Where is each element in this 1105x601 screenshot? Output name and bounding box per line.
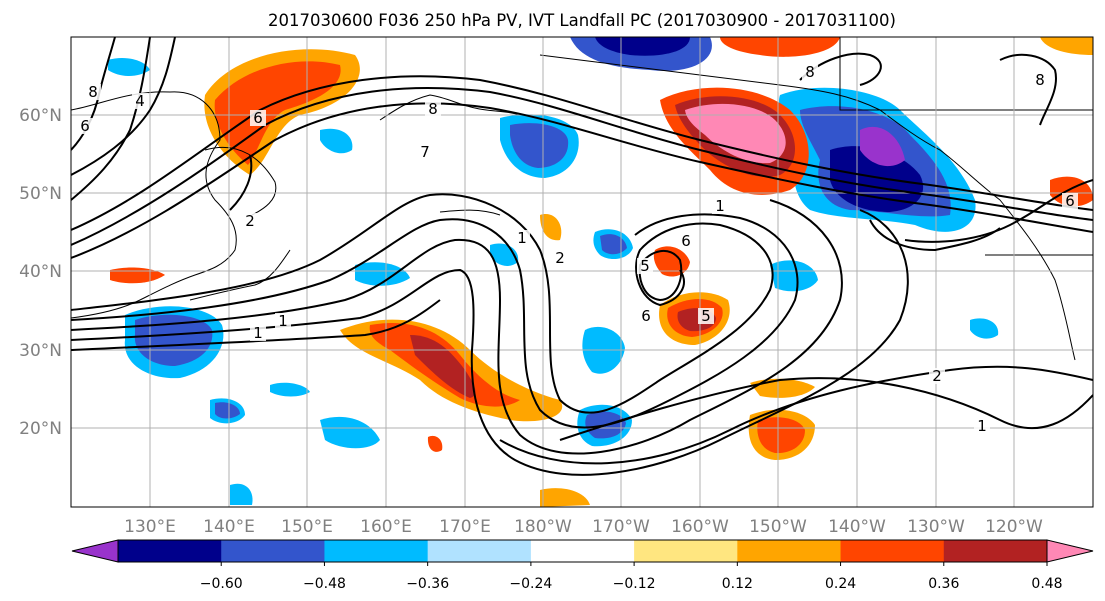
pv-contours — [71, 37, 1093, 476]
longitude-label: 130°W — [907, 517, 965, 537]
contour-label-bg — [712, 198, 728, 214]
contour-label: 4 — [135, 92, 145, 110]
contour-label: 1 — [517, 229, 527, 247]
colorbar-extend-high — [1046, 539, 1094, 563]
colorbar-segment — [737, 540, 842, 562]
colorbar-frame — [117, 539, 1048, 563]
latitude-label: 50°N — [19, 184, 62, 204]
contour-label: 6 — [1065, 192, 1075, 210]
contour-label-bg — [250, 110, 266, 126]
colorbar-segment — [943, 540, 1048, 562]
colorbar-tick-label: −0.48 — [303, 576, 346, 592]
contour-label-bg — [250, 325, 266, 341]
contour-label-bg — [802, 64, 818, 80]
contour-label: 2 — [932, 367, 942, 385]
latitude-label: 60°N — [19, 106, 62, 126]
contour-label: 2 — [245, 212, 255, 230]
contour-label: 5 — [640, 257, 650, 275]
colorbar-segment — [530, 540, 635, 562]
colorbar-tick-label: 0.36 — [928, 576, 959, 592]
colorbar-tick-label: 0.48 — [1031, 576, 1062, 592]
map-frame — [70, 36, 1094, 508]
colorbar-tick-label: 0.12 — [722, 576, 753, 592]
figure-title: 2017030600 F036 250 hPa PV, IVT Landfall… — [268, 11, 896, 30]
longitude-label: 170°E — [439, 517, 491, 537]
contour-label-bg — [1032, 72, 1048, 88]
longitude-label: 160°W — [671, 517, 729, 537]
colorbar-tick-label: −0.36 — [406, 576, 449, 592]
colorbar-extend-low — [71, 539, 119, 563]
contour-label-bg — [678, 233, 694, 249]
contour-label-bg — [417, 144, 433, 160]
contour-label: 5 — [701, 307, 711, 325]
contour-label: 8 — [805, 63, 815, 81]
colorbar-segment — [634, 540, 738, 562]
longitude-labels: 130°E 140°E 150°E 160°E 170°E 180°W 170°W 160°W… — [124, 517, 1043, 537]
colorbar-tick-label: −0.60 — [200, 576, 243, 592]
latitude-label: 20°N — [19, 419, 62, 439]
contour-label: 1 — [253, 324, 263, 342]
contour-label-bg — [552, 250, 568, 266]
latitude-labels: 20°N 30°N 40°N 50°N 60°N — [19, 106, 62, 439]
contour-label: 6 — [641, 307, 651, 325]
longitude-label: 170°W — [592, 517, 650, 537]
contour-label: 1 — [278, 312, 288, 330]
contour-label-bg — [275, 313, 291, 329]
contour-label: 7 — [420, 143, 430, 161]
contour-label: 8 — [428, 100, 438, 118]
contour-label-bg — [514, 230, 530, 246]
colorbar-tick-label: −0.24 — [509, 576, 552, 592]
colorbar-segment — [118, 540, 222, 562]
contour-label: 1 — [715, 197, 725, 215]
longitude-label: 160°E — [360, 517, 412, 537]
anomaly-shading — [108, 37, 1093, 507]
colorbar-segment — [427, 540, 532, 562]
contour-label: 6 — [80, 117, 90, 135]
longitude-label: 150°W — [749, 517, 807, 537]
colorbar-segment — [324, 540, 429, 562]
contour-label-bg — [637, 258, 653, 274]
contour-label-bg — [698, 308, 714, 324]
longitude-label: 120°W — [985, 517, 1043, 537]
colorbar-segment — [221, 540, 325, 562]
longitude-label: 150°E — [281, 517, 333, 537]
contour-label-bg — [974, 418, 990, 434]
contour-label-bg — [77, 118, 93, 134]
longitude-label: 140°W — [828, 517, 886, 537]
coastlines — [71, 37, 1093, 361]
colorbar-segment — [840, 540, 945, 562]
contour-label: 8 — [88, 83, 98, 101]
contour-label-bg — [929, 368, 945, 384]
longitude-label: 130°E — [124, 517, 176, 537]
contour-label: 6 — [253, 109, 263, 127]
contour-label-bg — [132, 93, 148, 109]
colorbar-tick-label: −0.12 — [613, 576, 656, 592]
contour-label: 1 — [977, 417, 987, 435]
colorbar-tick-label: 0.24 — [825, 576, 856, 592]
latitude-label: 30°N — [19, 341, 62, 361]
contour-label: 8 — [1035, 71, 1045, 89]
contour-label-bg — [1062, 193, 1078, 209]
colorbar: −0.60 −0.48 −0.36 −0.24 −0.12 0.12 0.24 0.36 0.4… — [71, 539, 1094, 592]
contour-label-bg — [425, 101, 441, 117]
longitude-label: 140°E — [203, 517, 255, 537]
contour-label-bg — [242, 213, 258, 229]
latitude-label: 40°N — [19, 262, 62, 282]
contour-label-bg — [85, 84, 101, 100]
longitude-label: 180°W — [514, 517, 572, 537]
contour-label-bg — [638, 308, 654, 324]
contour-label: 2 — [555, 249, 565, 267]
contour-label: 6 — [681, 232, 691, 250]
